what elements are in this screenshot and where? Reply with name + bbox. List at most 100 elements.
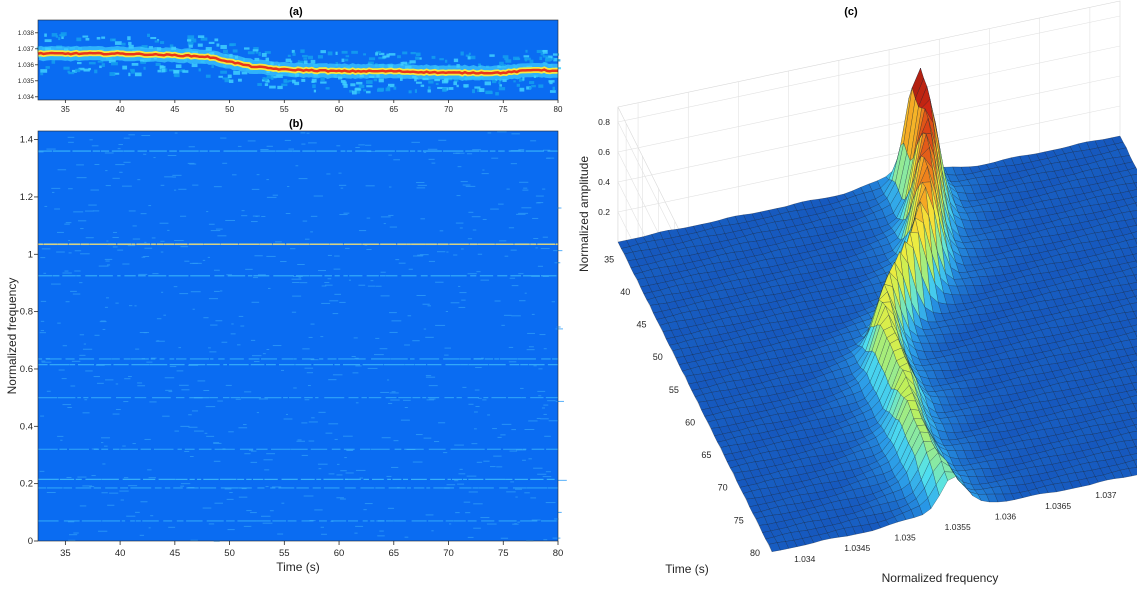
- panel-b-speckle-dash: [459, 468, 463, 470]
- panel-b-speckle-dash: [482, 169, 485, 171]
- panel-a-speckle: [388, 83, 395, 88]
- panel-b-speckle-dash: [46, 148, 56, 150]
- panel-b-speckle-dash: [317, 463, 328, 465]
- panel-b-speckle-dash: [215, 228, 223, 230]
- panel-b-speckle-dash: [491, 157, 499, 159]
- panel-b-speckle-dash: [141, 135, 151, 137]
- panel-b-speckle-dash: [46, 492, 56, 494]
- panel-b-speckle-dash: [178, 347, 182, 349]
- panel-b-speckle-dash: [473, 503, 483, 505]
- panel-b-speckle-dash: [229, 492, 233, 494]
- panel-b-speckle-dash: [41, 360, 46, 362]
- panel-b-speckle-dash: [192, 184, 199, 186]
- panel-a-speckle: [40, 69, 48, 73]
- panel-a-speckle: [502, 79, 507, 82]
- panel-b-speckle-dash: [528, 458, 532, 460]
- panel-a-speckle: [542, 55, 550, 58]
- panel-b-speckle-dash: [291, 278, 302, 280]
- panel-a-speckle: [397, 55, 401, 59]
- panel-b-speckle-dash: [40, 415, 45, 417]
- panel-b-speckle-dash: [328, 379, 337, 381]
- panel-b-speckle-dash: [358, 284, 366, 286]
- panel-b-speckle-dash: [293, 275, 303, 277]
- panel-b-speckle-dash: [336, 474, 343, 476]
- panel-b-speckle-dash: [230, 333, 236, 335]
- panel-a-speckle: [444, 59, 448, 63]
- panel-b-speckle-dash: [261, 215, 266, 217]
- panel-b-speckle-dash: [109, 492, 119, 494]
- panel-b-speckle-dash: [468, 491, 478, 493]
- panel-b-speckle-dash: [190, 539, 198, 541]
- panel-a-speckle: [313, 89, 317, 93]
- panel-b-speckle-dash: [342, 435, 353, 437]
- panel-b-y-tick-label: 0.8: [20, 307, 33, 318]
- panel-a-speckle: [58, 37, 61, 41]
- panel-a-speckle: [247, 51, 255, 55]
- panel-b-speckle-dash: [353, 337, 358, 339]
- panel-b-speckle-dash: [262, 353, 266, 355]
- panel-b-speckle-dash: [303, 495, 314, 497]
- panel-b-speckle-dash: [542, 275, 549, 277]
- panel-b-speckle-dash: [202, 259, 206, 261]
- panel-b-speckle-dash: [400, 419, 410, 421]
- panel-b-speckle-dash: [543, 539, 548, 541]
- panel-b-speckle-dash: [115, 164, 125, 166]
- panel-a-speckle: [211, 64, 214, 69]
- panel-b-speckle-dash: [139, 534, 145, 536]
- panel-b-speckle-dash: [189, 456, 194, 458]
- panel-b-speckle-dash: [71, 360, 81, 362]
- panel-a-speckle: [479, 88, 485, 93]
- panel-b-speckle-dash: [457, 483, 465, 485]
- panel-a-speckle: [400, 61, 404, 66]
- panel-b-speckle-dash: [510, 481, 515, 483]
- panel-b-speckle-dash: [266, 196, 277, 198]
- panel-a-speckle: [320, 77, 325, 81]
- panel-b-speckle-dash: [365, 185, 375, 187]
- panel-b-speckle-dash: [40, 257, 46, 259]
- panel-a-speckle: [283, 78, 288, 83]
- panel-b-speckle-dash: [367, 367, 378, 369]
- panel-b-speckle-dash: [478, 397, 482, 399]
- panel-b-speckle-dash: [184, 260, 190, 262]
- panel-b-speckle-dash: [429, 398, 436, 400]
- panel-a-speckle: [402, 51, 408, 55]
- panel-a-speckle: [356, 81, 363, 85]
- panel-b-speckle-dash: [524, 292, 527, 294]
- panel-b-speckle-dash: [123, 477, 129, 479]
- panel-b-speckle-dash: [57, 322, 61, 324]
- panel-b-speckle-dash: [40, 300, 47, 302]
- panel-a-speckle: [241, 71, 248, 75]
- panel-b-speckle-dash: [298, 178, 308, 180]
- panel-a-x-tick-label: 60: [335, 105, 344, 114]
- panel-b-speckle-dash: [232, 174, 237, 176]
- panel-b-speckle-dash: [460, 181, 468, 183]
- panel-a-speckle: [548, 80, 555, 83]
- panel-c-time-tick-label: 80: [750, 548, 760, 558]
- panel-b-speckle-dash: [77, 220, 87, 222]
- panel-b-speckle-dash: [73, 532, 79, 534]
- panel-a-speckle: [541, 49, 547, 53]
- panel-b-speckle-dash: [74, 250, 82, 252]
- panel-b-speckle-dash: [123, 161, 131, 163]
- panel-b-x-tick-label: 70: [443, 548, 454, 559]
- panel-a-speckle: [529, 81, 535, 85]
- panel-b-speckle-dash: [256, 412, 260, 414]
- panel-a-speckle: [420, 84, 425, 87]
- panel-b-speckle-dash: [255, 215, 258, 217]
- panel-b-speckle-dash: [83, 343, 87, 345]
- panel-b-speckle-dash: [423, 437, 432, 439]
- panel-b-speckle-dash: [96, 382, 104, 384]
- panel-b-speckle-dash: [328, 473, 335, 475]
- panel-c-time-tick-label: 35: [604, 254, 614, 264]
- panel-a-title: (a): [289, 6, 303, 18]
- panel-b-speckle-dash: [336, 497, 344, 499]
- panel-a-speckle: [72, 69, 77, 73]
- panel-b-speckle-dash: [253, 361, 260, 363]
- panel-b-speckle-dash: [304, 238, 310, 240]
- panel-b-speckle-dash: [132, 443, 136, 445]
- panel-a: (a) 35 40 45 50 55 60 65 70 75 80 1.034 1.035 1.036…: [18, 6, 563, 114]
- panel-b-speckle-dash: [320, 526, 324, 528]
- panel-a-speckle: [277, 85, 283, 90]
- panel-b-speckle-dash: [85, 237, 94, 239]
- panel-b-speckle-dash: [542, 188, 546, 190]
